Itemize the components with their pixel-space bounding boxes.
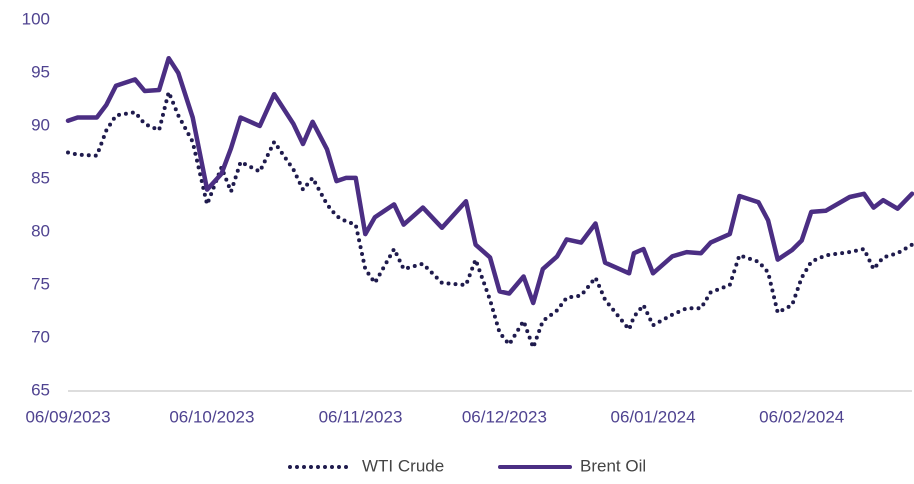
y-tick-label: 90 [31,115,50,134]
y-tick-label: 65 [31,380,50,399]
legend-label: WTI Crude [362,456,444,475]
x-tick-label: 06/10/2023 [169,407,254,426]
x-tick-label: 06/02/2024 [759,407,844,426]
x-tick-label: 06/01/2024 [610,407,695,426]
y-tick-label: 95 [31,62,50,81]
y-tick-label: 85 [31,168,50,187]
y-tick-label: 80 [31,221,50,240]
line-series [65,55,914,306]
x-tick-label: 06/12/2023 [462,407,547,426]
y-tick-label: 70 [31,327,50,346]
line-series [66,90,914,350]
x-tick-label: 06/09/2023 [25,407,110,426]
legend-label: Brent Oil [580,456,646,475]
x-tick-label: 06/11/2023 [319,407,403,426]
y-tick-label: 100 [22,9,50,28]
y-tick-label: 75 [31,274,50,293]
